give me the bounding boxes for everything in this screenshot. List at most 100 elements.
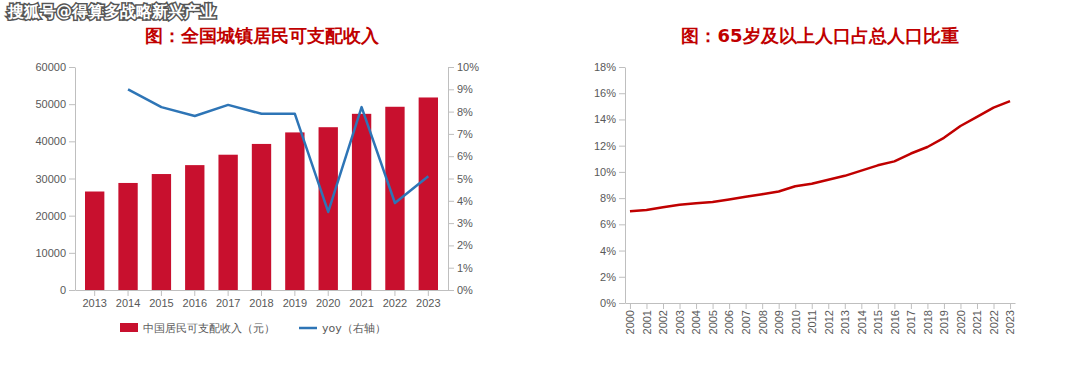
y-axis-line bbox=[75, 68, 76, 291]
y-tick-label: 10% bbox=[594, 166, 616, 178]
x-tick: 2012 bbox=[823, 303, 835, 334]
x-tick: 2020 bbox=[316, 290, 340, 309]
x-tick: 2009 bbox=[773, 303, 785, 334]
x-tick: 2022 bbox=[988, 303, 1000, 334]
line bbox=[630, 101, 1010, 211]
x-tick-mark bbox=[128, 290, 129, 296]
y2-tick-label: 6% bbox=[457, 150, 473, 162]
y2-tick-mark bbox=[448, 223, 454, 224]
x-tick-label: 2017 bbox=[216, 297, 240, 309]
y2-tick: 3% bbox=[448, 217, 473, 229]
y-tick-mark bbox=[619, 224, 625, 225]
line bbox=[128, 89, 428, 212]
x-tick-mark bbox=[878, 303, 879, 309]
y-tick-label: 14% bbox=[594, 113, 616, 125]
legend-item: yoy（右轴） bbox=[299, 322, 386, 335]
y2-tick: 7% bbox=[448, 128, 473, 140]
y-axis: 0%2%4%6%8%10%12%14%16%18% bbox=[594, 61, 626, 309]
y2-tick-mark bbox=[448, 134, 454, 135]
x-tick: 2023 bbox=[1004, 303, 1016, 334]
y-tick-mark bbox=[619, 277, 625, 278]
y2-tick-mark bbox=[448, 290, 454, 291]
y-tick: 14% bbox=[594, 113, 625, 125]
x-tick-mark bbox=[812, 303, 813, 309]
y2-tick-mark bbox=[448, 67, 454, 68]
y2-tick: 4% bbox=[448, 195, 473, 207]
bar bbox=[419, 97, 438, 290]
y-tick-mark bbox=[69, 216, 75, 217]
y-tick: 12% bbox=[594, 140, 625, 152]
y2-tick-label: 1% bbox=[457, 262, 473, 274]
x-tick: 2007 bbox=[740, 303, 752, 334]
x-tick-mark bbox=[994, 303, 995, 309]
x-tick: 2018 bbox=[249, 290, 273, 309]
x-tick-mark bbox=[194, 290, 195, 296]
bar bbox=[118, 183, 137, 290]
y2-tick-mark bbox=[448, 89, 454, 90]
y-tick: 2% bbox=[600, 271, 625, 283]
y-tick: 0% bbox=[600, 297, 625, 309]
x-tick: 2013 bbox=[839, 303, 851, 334]
x-tick-mark bbox=[328, 290, 329, 296]
x-tick-label: 2019 bbox=[938, 310, 950, 334]
x-tick: 2022 bbox=[383, 290, 407, 309]
y2-tick-mark bbox=[448, 268, 454, 269]
chart-title: 图：65岁及以上人口占总人口比重 bbox=[681, 25, 958, 46]
y-tick: 6% bbox=[600, 218, 625, 230]
legend-label: 中国居民可支配收入（元） bbox=[143, 322, 275, 335]
x-tick-mark bbox=[428, 290, 429, 296]
y-tick-label: 40000 bbox=[35, 135, 66, 147]
x-tick: 2021 bbox=[971, 303, 983, 334]
x-tick-mark bbox=[762, 303, 763, 309]
x-tick-label: 2020 bbox=[955, 310, 967, 334]
y2-axis: 0% 1% 2% 3% 4% 5% 6% 7% 8% 9% 10% bbox=[448, 61, 479, 296]
y-tick-mark bbox=[619, 303, 625, 304]
y2-tick-label: 10% bbox=[457, 61, 479, 73]
x-tick-mark bbox=[894, 303, 895, 309]
y-tick-mark bbox=[69, 141, 75, 142]
y2-tick-label: 2% bbox=[457, 239, 473, 251]
legend: 中国居民可支配收入（元） yoy（右轴） bbox=[120, 322, 386, 335]
x-tick-label: 2022 bbox=[383, 297, 407, 309]
y-tick-label: 12% bbox=[594, 140, 616, 152]
x-tick: 2019 bbox=[283, 290, 307, 309]
x-tick: 2015 bbox=[149, 290, 173, 309]
x-tick-mark bbox=[228, 290, 229, 296]
x-tick-label: 2015 bbox=[149, 297, 173, 309]
y2-tick-label: 8% bbox=[457, 106, 473, 118]
x-tick: 2017 bbox=[905, 303, 917, 334]
y2-tick-label: 5% bbox=[457, 173, 473, 185]
x-tick-label: 2008 bbox=[757, 310, 769, 334]
y-tick-mark bbox=[69, 253, 75, 254]
x-tick-label: 2012 bbox=[823, 310, 835, 334]
y2-tick: 0% bbox=[448, 284, 473, 296]
bar bbox=[252, 144, 271, 290]
x-tick-label: 2009 bbox=[773, 310, 785, 334]
x-tick-label: 2014 bbox=[116, 297, 140, 309]
x-tick-mark bbox=[746, 303, 747, 309]
y2-tick-mark bbox=[448, 112, 454, 113]
x-tick-label: 2020 bbox=[316, 297, 340, 309]
legend-item: 中国居民可支配收入（元） bbox=[120, 322, 275, 335]
y2-tick: 9% bbox=[448, 83, 473, 95]
x-tick-mark bbox=[927, 303, 928, 309]
x-tick: 2016 bbox=[889, 303, 901, 334]
x-tick-mark bbox=[944, 303, 945, 309]
x-tick-label: 2013 bbox=[82, 297, 106, 309]
x-tick-mark bbox=[696, 303, 697, 309]
y-tick-label: 20000 bbox=[35, 210, 66, 222]
y-tick-label: 60000 bbox=[35, 61, 66, 73]
y-tick: 18% bbox=[594, 61, 625, 73]
y2-tick: 1% bbox=[448, 262, 473, 274]
y2-tick-mark bbox=[448, 179, 454, 180]
plot-area bbox=[630, 101, 1010, 211]
x-tick-mark bbox=[861, 303, 862, 309]
x-tick-label: 2005 bbox=[707, 310, 719, 334]
y-tick: 60000 bbox=[35, 61, 75, 73]
bar bbox=[285, 132, 304, 290]
x-tick: 2017 bbox=[216, 290, 240, 309]
x-tick-mark bbox=[960, 303, 961, 309]
y2-tick-label: 3% bbox=[457, 217, 473, 229]
legend-label: yoy（右轴） bbox=[322, 322, 386, 335]
x-tick-label: 2001 bbox=[641, 310, 653, 334]
